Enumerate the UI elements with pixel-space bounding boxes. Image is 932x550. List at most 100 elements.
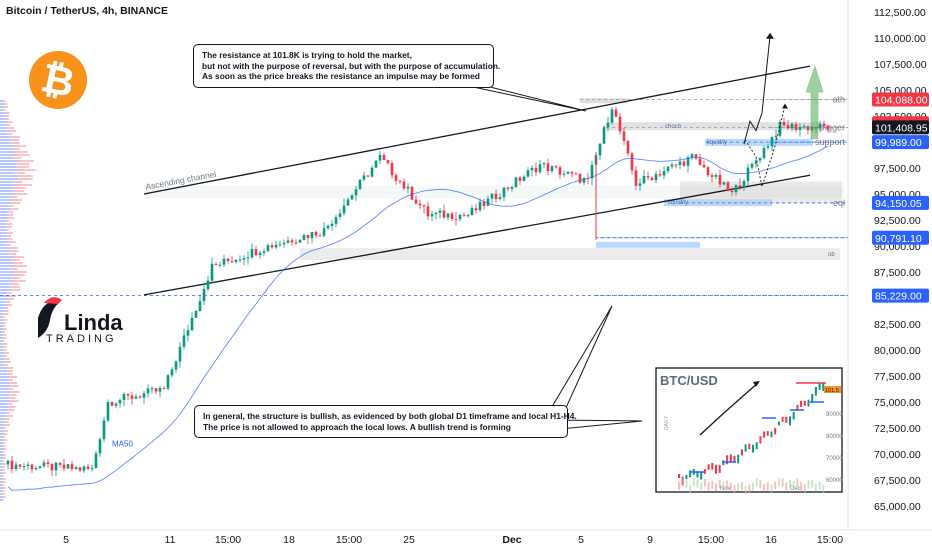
candle-body — [570, 172, 574, 174]
volume-bar — [15, 166, 29, 168]
price-tag-label: 94,150.05 — [875, 198, 922, 210]
volume-bar — [0, 466, 3, 468]
price-tag-bg — [872, 195, 929, 210]
volume-bar — [2, 469, 6, 471]
candle-body — [82, 466, 86, 471]
candle-body — [638, 183, 642, 186]
candle-body — [514, 177, 518, 188]
y-tick-label: 65,000.00 — [874, 501, 921, 513]
candle-body — [718, 175, 722, 185]
price-tag-label: 104,088.00 — [875, 94, 928, 106]
inset-volume — [763, 483, 766, 492]
volume-bar — [0, 499, 3, 501]
volume-bar — [10, 250, 19, 252]
inset-candle — [774, 427, 777, 435]
candle-body — [314, 231, 318, 236]
candle-body — [682, 161, 686, 166]
candle-body — [42, 462, 46, 467]
volume-bar — [3, 109, 6, 111]
inset-candle — [696, 471, 699, 478]
inset-volume — [803, 484, 806, 493]
volume-bar — [9, 394, 17, 396]
volume-bar — [0, 148, 11, 150]
volume-bar — [0, 175, 19, 177]
candle-body — [626, 140, 630, 154]
chart-title: Bitcoin / TetherUS, 4h, BINANCE — [6, 5, 168, 17]
volume-bar — [0, 382, 10, 384]
volume-bar — [0, 310, 5, 312]
volume-bar — [0, 334, 4, 336]
candle-body — [762, 147, 766, 158]
volume-bar — [3, 463, 7, 465]
volume-bar — [0, 427, 4, 429]
volume-bar — [0, 403, 7, 405]
volume-bar — [6, 244, 12, 246]
inset-y-tick: 80000 — [826, 434, 843, 440]
candle-body — [798, 127, 802, 130]
volume-bar — [0, 406, 9, 408]
candle-body — [258, 252, 262, 255]
callout-line: The price is not allowed to approach the… — [203, 421, 511, 432]
volume-bar — [0, 289, 12, 291]
candle-body — [146, 388, 150, 394]
volume-bar — [5, 124, 11, 126]
candle-body — [354, 189, 358, 196]
candle-body — [530, 167, 534, 171]
candle-body — [474, 208, 478, 211]
volume-bar — [8, 130, 17, 132]
y-tick-label: 110,000.00 — [874, 33, 926, 45]
volume-bar — [3, 349, 7, 351]
candle-body — [234, 259, 238, 262]
volume-bar — [7, 370, 13, 372]
candle-body — [310, 231, 314, 239]
candle-body — [494, 193, 498, 200]
volume-bar — [2, 484, 5, 486]
candle-body — [750, 163, 754, 168]
volume-bar — [0, 295, 10, 297]
candle-body — [226, 258, 230, 262]
volume-bar — [3, 346, 7, 348]
volume-bar — [2, 493, 6, 495]
volume-bar — [0, 121, 7, 123]
candle-body — [110, 402, 114, 406]
candle-body — [134, 396, 138, 399]
volume-bar — [11, 202, 21, 204]
candle-body — [246, 257, 250, 259]
volume-bar — [12, 262, 23, 264]
candle-body — [402, 181, 406, 189]
y-tick-label: 87,500.00 — [874, 267, 921, 279]
candle-body — [326, 225, 330, 229]
candle-body — [174, 361, 178, 370]
inset-volume — [737, 483, 740, 492]
inset-volume — [811, 479, 814, 488]
candle-body — [130, 395, 134, 399]
price-tag: 85,229.00 — [872, 288, 929, 303]
x-tick-label: 15:00 — [698, 534, 724, 546]
volume-bar — [7, 388, 14, 390]
y-tick-label: 75,000.00 — [874, 397, 921, 409]
candle-body — [802, 126, 806, 128]
volume-bar — [3, 343, 8, 345]
volume-bar — [2, 442, 6, 444]
volume-bar — [0, 424, 6, 426]
volume-bar — [9, 268, 18, 270]
price-axis-bg — [848, 0, 932, 550]
volume-bar — [6, 133, 12, 135]
candle-body — [66, 464, 70, 469]
volume-bar — [4, 352, 9, 354]
candle-body — [50, 463, 54, 471]
candle-body — [686, 157, 690, 166]
inset-candle — [803, 400, 806, 406]
ma50-line — [7, 145, 829, 491]
volume-bar — [0, 136, 12, 138]
candle-body — [302, 235, 306, 240]
candle-body — [442, 210, 446, 218]
inset-volume — [707, 482, 710, 491]
price-tag-label: 101,408.95 — [875, 122, 928, 134]
volume-bar — [0, 340, 3, 342]
volume-bar — [4, 364, 9, 366]
candle-body — [206, 280, 210, 290]
inset-volume — [752, 482, 754, 491]
volume-bar — [0, 448, 4, 450]
